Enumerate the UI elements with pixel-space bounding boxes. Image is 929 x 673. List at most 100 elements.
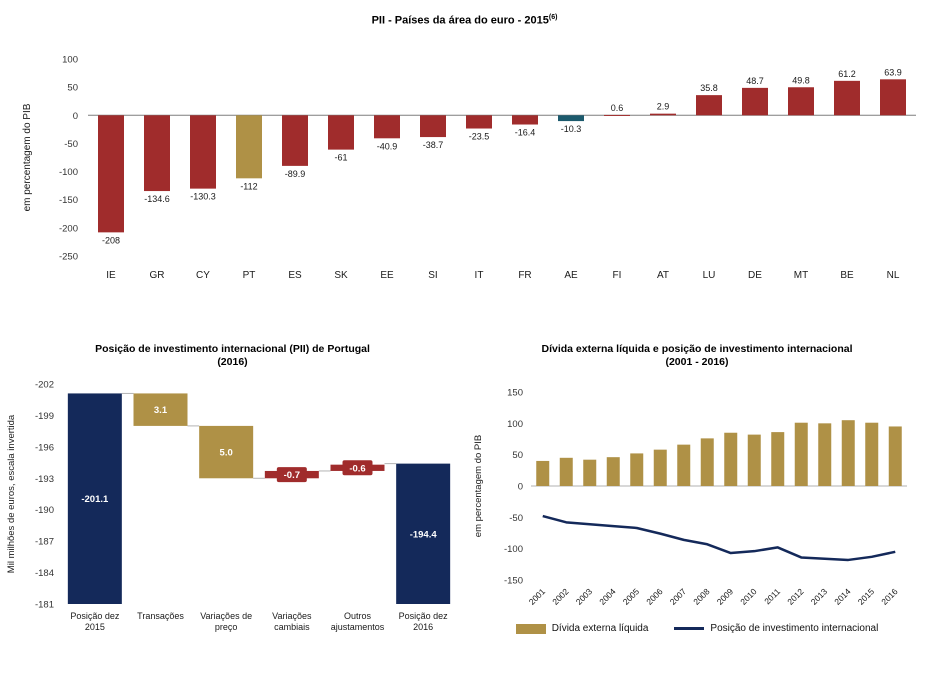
combo-bar-2001 (536, 460, 550, 486)
waterfall-category-label: Posição dez (399, 611, 449, 621)
combo-y-tick-label: -100 (504, 544, 523, 555)
combo-plot: em percentagem do PIB 150 100 50 0 -50 -100 -15… (465, 378, 929, 622)
euro-category-label: AE (564, 270, 578, 281)
waterfall-bar-pill (342, 460, 373, 476)
euro-bar-value-label: -134.6 (144, 194, 170, 204)
euro-category-label: AT (657, 270, 669, 281)
waterfall-y-tick-label: -190 (35, 505, 54, 516)
waterfall-y-tick-label: -202 (35, 379, 54, 390)
waterfall-bar-value-label: -0.7 (284, 470, 300, 481)
euro-category-label: IE (106, 270, 116, 281)
waterfall-bar-value-label: 3.1 (154, 405, 168, 416)
combo-bar-2013 (818, 423, 832, 486)
euro-y-tick-label: -200 (59, 223, 78, 234)
euro-bar-BE (834, 80, 860, 115)
euro-pii-plot: em percentagem do PIB 100 50 0 -50 -100 -150 -2… (0, 33, 929, 287)
waterfall-category-label: 2016 (413, 622, 433, 632)
euro-category-label: CY (196, 270, 210, 281)
euro-category-label: FI (613, 270, 622, 281)
waterfall-y-tick-label: -187 (35, 537, 54, 548)
waterfall-category-label: Outros (344, 611, 372, 621)
combo-y-tick-label: -50 (509, 513, 523, 524)
euro-bar-ES (282, 114, 308, 166)
combo-bar-2005 (630, 453, 644, 486)
euro-y-tick-label: -50 (64, 139, 78, 150)
waterfall-chart-title-text: Posição de investimento internacional (P… (95, 342, 370, 355)
combo-bar-2003 (583, 459, 597, 486)
euro-category-label: FR (518, 270, 531, 281)
euro-bar-value-label: 63.9 (884, 67, 902, 77)
euro-bar-FI (604, 114, 630, 116)
waterfall-bar-value-label: -0.6 (349, 463, 365, 474)
euro-bar-AE (558, 114, 584, 121)
waterfall-plot: Mil milhões de euros, escala invertida -2… (0, 376, 465, 650)
waterfall-bar (133, 393, 188, 426)
waterfall-category-label: ajustamentos (331, 622, 385, 632)
combo-bar-2006 (653, 449, 667, 486)
euro-bar-MT (788, 86, 814, 115)
euro-bar-value-label: -208 (102, 235, 120, 245)
euro-bar-value-label: 49.8 (792, 75, 810, 85)
combo-chart-subtitle: (2001 - 2016) (665, 356, 729, 369)
euro-bar-CY (190, 114, 216, 189)
legend-item-divida-externa: Dívida externa líquida (515, 623, 648, 634)
euro-bar-DE (742, 87, 768, 115)
euro-category-label: DE (748, 270, 762, 281)
pii-legend-label: Posição de investimento internacional (710, 622, 879, 634)
waterfall-y-tick-label: -199 (35, 411, 54, 422)
euro-pii-chart-title-text: PII - Países da área do euro - 2015 (371, 14, 549, 27)
euro-category-label: PT (243, 270, 256, 281)
euro-category-label: IT (475, 270, 484, 281)
euro-y-tick-label: 0 (73, 110, 78, 121)
combo-bar-2010 (747, 434, 761, 486)
euro-pii-chart-title-footnote: (6) (548, 14, 558, 21)
pii-legend-line (674, 627, 705, 631)
combo-year-label: 2003 (574, 586, 595, 607)
euro-bar-AT (650, 113, 676, 115)
euro-category-label: LU (703, 270, 716, 281)
combo-year-label: 2014 (832, 586, 853, 607)
combo-bar-2014 (841, 420, 855, 486)
waterfall-chart-subtitle: (2016) (217, 356, 248, 369)
euro-bar-value-label: 35.8 (700, 83, 718, 93)
euro-category-label: SI (428, 270, 437, 281)
waterfall-bar (396, 463, 451, 604)
waterfall-category-label: Variações (272, 611, 312, 621)
euro-bar-FR (512, 114, 538, 125)
combo-chart-title: Dívida externa líquida e posição de inve… (465, 343, 929, 370)
euro-bar-GR (144, 114, 170, 191)
euro-bar-value-label: -61 (334, 152, 347, 162)
combo-year-label: 2013 (809, 586, 830, 607)
euro-bar-value-label: -89.9 (285, 169, 306, 179)
divida-externa-legend-swatch (515, 623, 546, 634)
combo-year-label: 2008 (691, 586, 712, 607)
combo-chart-section: Dívida externa líquida e posição de inve… (465, 343, 929, 650)
waterfall-y-axis-label: Mil milhões de euros, escala invertida (6, 414, 17, 573)
combo-year-label: 2002 (550, 586, 571, 607)
euro-pii-chart-section: PII - Países da área do euro - 2015(6) e… (0, 0, 929, 287)
combo-bar-2004 (606, 457, 620, 486)
combo-year-label: 2016 (879, 586, 900, 607)
waterfall-y-tick-label: -181 (35, 599, 54, 610)
euro-bar-PT (236, 114, 262, 178)
combo-year-label: 2005 (621, 586, 642, 607)
waterfall-bar-pill (276, 467, 307, 483)
waterfall-category-label: 2015 (85, 622, 105, 632)
combo-year-label: 2006 (644, 586, 665, 607)
combo-bar-2008 (700, 438, 714, 486)
waterfall-category-label: preço (215, 622, 238, 632)
euro-bar-value-label: 2.9 (657, 101, 670, 111)
combo-y-tick-label: 100 (507, 419, 523, 430)
euro-category-label: SK (334, 270, 348, 281)
waterfall-bar (199, 425, 254, 479)
euro-category-label: ES (288, 270, 302, 281)
euro-y-tick-label: 50 (67, 82, 78, 93)
waterfall-y-tick-label: -196 (35, 442, 54, 453)
euro-bar-value-label: 48.7 (746, 76, 764, 86)
waterfall-svg: Mil milhões de euros, escala invertida -2… (6, 379, 451, 632)
combo-legend: Dívida externa líquida Posição de invest… (465, 622, 929, 634)
euro-bar-SI (420, 114, 446, 137)
waterfall-bar (67, 393, 122, 604)
combo-year-label: 2015 (856, 586, 877, 607)
